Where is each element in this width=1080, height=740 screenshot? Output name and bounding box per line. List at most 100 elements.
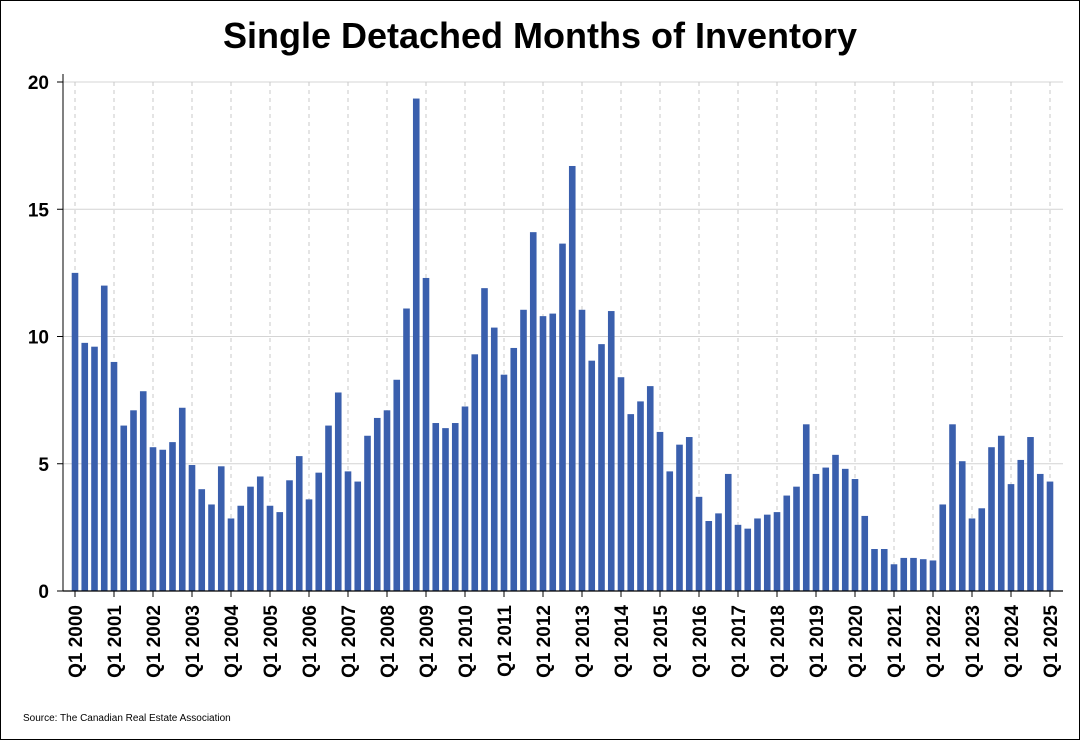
bar-q4-2005 [295,456,303,591]
x-tick-label: Q1 2011 [495,605,516,677]
bar-q1-2014 [617,377,625,591]
bar-q4-2004 [256,476,264,591]
bar-q4-2018 [802,424,810,591]
bar-q3-2009 [442,428,449,591]
bar-q1-2012 [539,316,547,591]
bar-q2-2010 [471,354,479,591]
bar-q4-2010 [490,327,498,591]
bar-q1-2015 [656,431,664,591]
bar-q2-2001 [120,425,128,591]
bar-q4-2001 [139,391,147,591]
bar-q1-2004 [227,518,235,591]
bar-q3-2002 [169,442,176,591]
bar-q3-2006 [325,425,332,591]
x-tick-label: Q1 2024 [1002,605,1023,678]
bar-q4-2015 [685,437,693,591]
x-tick-label: Q1 2001 [105,605,126,678]
bar-q2-2016 [705,521,713,591]
bar-q4-2016 [724,473,732,591]
chart-title: Single Detached Months of Inventory [222,15,858,56]
bar-q4-2021 [919,559,927,591]
x-tick-label: Q1 2003 [183,605,204,678]
bar-q4-2002 [178,407,186,591]
bar-q2-2019 [822,467,830,591]
x-tick-label: Q1 2015 [651,605,672,678]
bar-q4-2006 [334,392,342,591]
bar-q3-2005 [286,480,293,591]
bar-q4-2000 [100,285,108,591]
bar-q3-2018 [793,486,800,591]
bar-q3-2013 [598,344,605,591]
x-tick-label: Q1 2009 [417,605,438,678]
bar-q1-2019 [812,473,820,591]
bar-q1-2011 [500,374,508,591]
x-tick-label: Q1 2020 [846,605,867,678]
bar-q4-2020 [880,549,888,591]
bar-q2-2024 [1017,459,1025,591]
x-tick-label: Q1 2014 [612,605,633,678]
y-tick-label: 5 [38,455,49,476]
bar-q3-2012 [559,243,566,592]
bar-q2-2021 [900,557,908,591]
x-tick-label: Q1 2018 [768,605,789,678]
bar-q3-2024 [1027,437,1034,591]
bar-q1-2020 [851,479,859,591]
bar-q4-2009 [451,423,459,591]
bar-q3-2023 [988,447,995,591]
x-tick-label: Q1 2012 [534,605,555,678]
bar-q1-2022 [929,560,937,591]
bar-q4-2003 [217,466,225,591]
bar-q1-2025 [1046,481,1054,591]
bar-q3-2011 [520,309,527,591]
y-tick-label: 20 [28,73,49,94]
bar-q4-2013 [607,311,615,591]
bar-q4-2011 [529,232,537,591]
bar-q1-2023 [968,518,976,591]
x-tick-label: Q1 2025 [1041,605,1062,678]
bar-q1-2008 [383,410,391,591]
bar-q2-2022 [939,504,947,591]
bar-q3-2022 [949,424,956,591]
x-tick-label: Q1 2010 [456,605,477,678]
bar-q3-2004 [247,486,254,591]
bar-q2-2004 [237,505,245,591]
bar-q2-2020 [861,515,869,591]
bar-q2-2014 [627,414,635,591]
bar-q3-2001 [130,410,137,591]
bar-q3-2000 [91,346,98,591]
bar-q1-2006 [305,499,313,591]
x-tick-label: Q1 2000 [66,605,87,678]
bar-q2-2011 [510,347,518,591]
bar-q4-2023 [997,435,1005,591]
bar-q1-2010 [461,406,469,591]
bar-q2-2013 [588,360,596,591]
bar-q1-2003 [188,465,196,591]
bar-q1-2001 [110,361,118,591]
bar-q2-2000 [81,342,89,591]
bar-q2-2018 [783,495,791,591]
bar-q2-2005 [276,512,284,591]
x-tick-label: Q1 2005 [261,605,282,678]
x-tick-label: Q1 2022 [924,605,945,678]
bar-q3-2010 [481,288,488,591]
bar-q4-2022 [958,461,966,591]
x-tick-label: Q1 2019 [807,605,828,678]
bar-q1-2021 [890,564,898,591]
bar-q3-2021 [910,557,917,591]
bar-q1-2009 [422,277,430,591]
bar-q2-2006 [315,472,323,591]
bar-q1-2002 [149,447,157,591]
bar-q2-2012 [549,313,557,591]
x-tick-label: Q1 2016 [690,605,711,678]
bar-q4-2007 [373,417,381,591]
bar-q1-2007 [344,471,352,591]
y-tick-label: 15 [28,200,50,221]
bar-q4-2008 [412,98,420,591]
bar-q1-2005 [266,505,274,591]
x-tick-label: Q1 2023 [963,605,984,678]
bar-q4-2014 [646,386,654,591]
bar-q2-2007 [354,481,362,591]
x-tick-label: Q1 2008 [378,605,399,678]
